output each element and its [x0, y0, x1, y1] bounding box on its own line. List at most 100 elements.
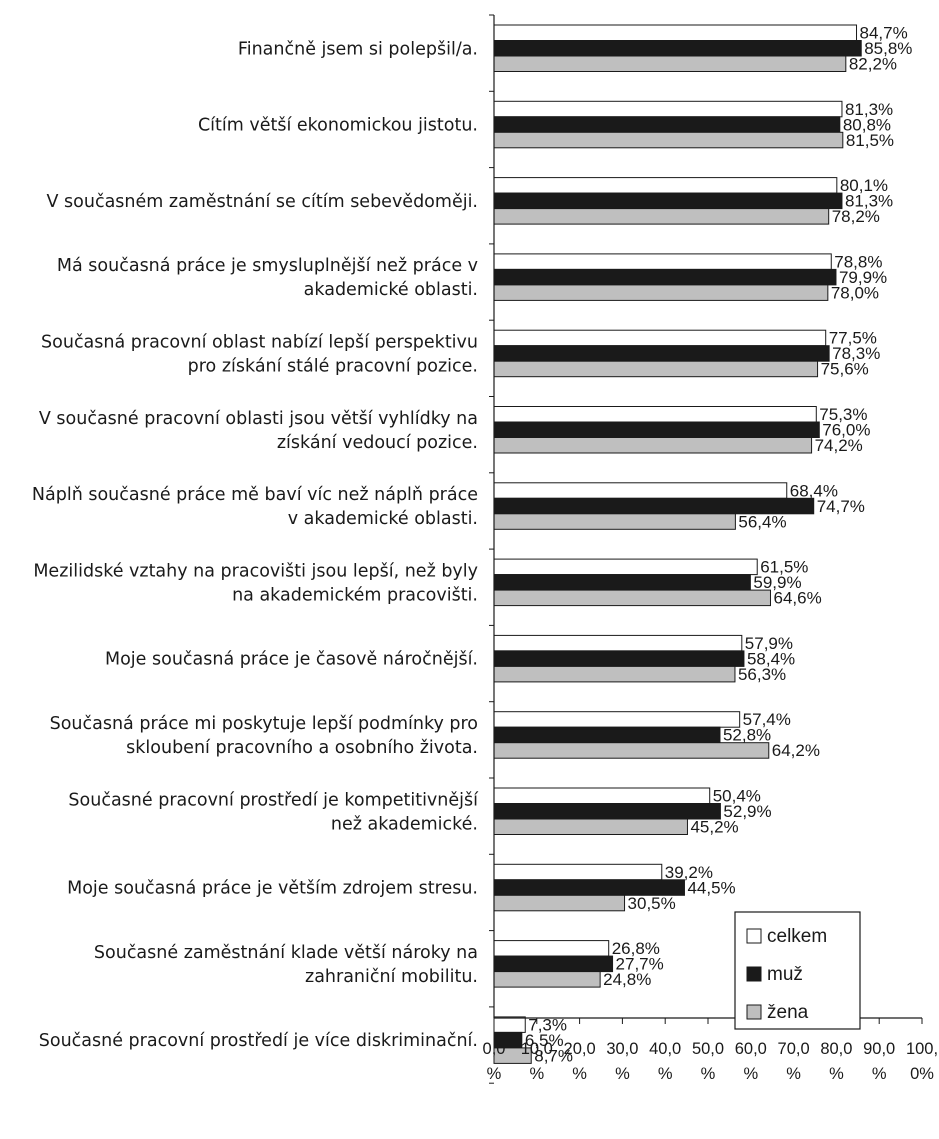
data-label-celkem-6: 68,4% — [790, 481, 838, 500]
data-label-celkem-12: 26,8% — [612, 939, 660, 958]
x-tick-unit-7: % — [786, 1065, 801, 1083]
x-tick-unit-4: % — [658, 1065, 673, 1083]
bar-ena-10 — [493, 818, 688, 835]
data-label-ena-0: 82,2% — [849, 55, 897, 74]
x-tick-label-3: 30,0 — [606, 1040, 638, 1058]
bar-celkem-7 — [493, 558, 758, 576]
bar-celkem-3 — [493, 253, 832, 270]
data-label-celkem-10: 50,4% — [713, 787, 761, 806]
category-label-0-0: Finančně jsem si polepšil/a. — [238, 39, 478, 59]
bar-mu-0 — [493, 40, 862, 57]
data-label-celkem-8: 57,9% — [745, 634, 793, 653]
bar-ena-11 — [493, 894, 626, 912]
data-label-mu-1: 80,8% — [843, 115, 891, 134]
category-label-1-0: Cítím větší ekonomickou jistotu. — [198, 116, 478, 136]
data-label-mu-5: 76,0% — [822, 421, 870, 440]
x-tick-unit-0: % — [487, 1065, 502, 1083]
category-label-12-1: zahraniční mobilitu. — [305, 967, 478, 987]
data-label-ena-5: 74,2% — [815, 436, 863, 455]
legend-swatch-ena — [746, 1004, 762, 1020]
bar-ena-6 — [493, 513, 736, 530]
category-label-10-0: Současné pracovní prostředí je kompetiti… — [68, 790, 479, 810]
bar-ena-12 — [493, 971, 601, 988]
data-label-celkem-11: 39,2% — [665, 863, 713, 882]
legend-swatch-celkem — [746, 928, 762, 944]
category-label-9-0: Současná práce mi poskytuje lepší podmín… — [50, 714, 478, 734]
data-label-celkem-0: 84,7% — [860, 24, 908, 43]
x-tick-label-7: 70,0 — [778, 1040, 810, 1058]
data-label-ena-9: 64,2% — [772, 741, 820, 760]
category-label-6-1: v akademické oblasti. — [288, 509, 478, 529]
bar-mu-2 — [493, 192, 843, 210]
bar-celkem-0 — [493, 24, 858, 41]
data-label-mu-9: 52,8% — [723, 726, 771, 745]
x-tick-label-1: 10,0 — [521, 1040, 553, 1058]
bar-mu-9 — [493, 726, 721, 744]
category-label-4-0: Současná pracovní oblast nabízí lepší pe… — [41, 332, 478, 352]
bar-ena-3 — [493, 284, 829, 301]
x-tick-unit-5: % — [701, 1065, 716, 1083]
data-label-mu-10: 52,9% — [723, 802, 771, 821]
data-label-ena-4: 75,6% — [821, 360, 869, 379]
bar-mu-8 — [493, 650, 745, 667]
data-label-celkem-1: 81,3% — [845, 100, 893, 119]
bar-celkem-2 — [493, 177, 838, 194]
bar-ena-0 — [493, 55, 847, 72]
x-tick-label-0: 0,0 — [483, 1040, 506, 1058]
data-label-mu-13: 6,5% — [525, 1031, 564, 1050]
category-label-12-0: Současné zaměstnání klade větší nároky n… — [94, 943, 478, 963]
data-label-mu-11: 44,5% — [687, 878, 735, 897]
bar-celkem-13 — [493, 1016, 526, 1033]
x-tick-unit-2: % — [572, 1065, 587, 1083]
bar-celkem-5 — [493, 406, 817, 423]
x-tick-label-9: 90,0 — [863, 1040, 895, 1058]
x-tick-label-6: 60,0 — [735, 1040, 767, 1058]
category-label-2-0: V současném zaměstnání se cítím sebevědo… — [47, 192, 478, 212]
bar-mu-4 — [493, 345, 830, 362]
data-label-ena-1: 81,5% — [846, 131, 894, 150]
x-tick-unit-1: % — [529, 1065, 544, 1083]
data-label-mu-8: 58,4% — [747, 649, 795, 668]
bar-mu-10 — [493, 803, 721, 820]
data-label-celkem-3: 78,8% — [834, 252, 882, 271]
category-label-10-1: než akademické. — [331, 814, 478, 834]
legend-label-mu: muž — [767, 964, 803, 985]
data-label-ena-6: 56,4% — [738, 512, 786, 531]
data-label-ena-11: 30,5% — [628, 894, 676, 913]
bar-mu-12 — [493, 955, 614, 973]
bar-ena-9 — [493, 742, 770, 759]
category-label-6-0: Náplň současné práce mě baví víc než náp… — [32, 485, 478, 505]
x-tick-label-5: 50,0 — [692, 1040, 724, 1058]
category-label-5-1: získání vedoucí pozice. — [277, 433, 478, 453]
bar-celkem-4 — [493, 329, 827, 347]
x-tick-label-2: 20,0 — [564, 1040, 596, 1058]
category-label-4-1: pro získání stálé pracovní pozice. — [188, 356, 478, 376]
bar-mu-7 — [493, 574, 751, 591]
x-tick-unit-10: 0% — [910, 1065, 934, 1083]
data-label-ena-8: 56,3% — [738, 665, 786, 684]
bar-ena-4 — [493, 360, 819, 378]
data-label-mu-3: 79,9% — [839, 268, 887, 287]
data-label-celkem-2: 80,1% — [840, 176, 888, 195]
bar-ena-7 — [493, 589, 771, 607]
x-tick-unit-3: % — [615, 1065, 630, 1083]
x-tick-unit-8: % — [829, 1065, 844, 1083]
category-label-11-0: Moje současná práce je větším zdrojem st… — [67, 879, 478, 899]
data-label-celkem-9: 57,4% — [743, 710, 791, 729]
bar-ena-5 — [493, 437, 813, 454]
category-label-3-1: akademické oblasti. — [304, 280, 478, 300]
bar-mu-5 — [493, 421, 820, 438]
legend-label-celkem: celkem — [767, 926, 827, 947]
data-label-mu-7: 59,9% — [753, 573, 801, 592]
bar-celkem-6 — [493, 482, 788, 499]
data-label-celkem-7: 61,5% — [760, 558, 808, 577]
data-label-mu-0: 85,8% — [864, 39, 912, 58]
x-tick-unit-6: % — [743, 1065, 758, 1083]
bar-mu-3 — [493, 268, 837, 286]
x-tick-label-4: 40,0 — [649, 1040, 681, 1058]
bar-celkem-1 — [493, 100, 843, 118]
bar-celkem-9 — [493, 711, 741, 728]
data-label-celkem-13: 7,3% — [528, 1015, 567, 1034]
legend-label-ena: žena — [767, 1002, 809, 1023]
